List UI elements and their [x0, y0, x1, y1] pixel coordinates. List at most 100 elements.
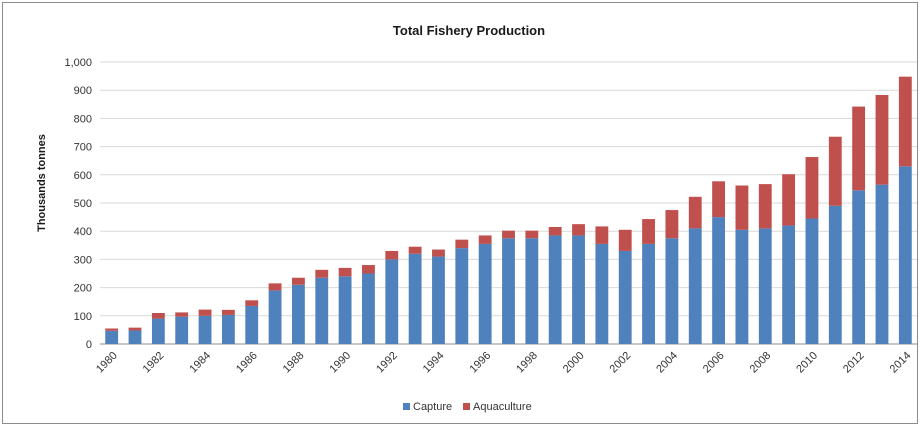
x-tick-label: 2004: [654, 350, 680, 376]
y-tick-label: 400: [74, 226, 92, 238]
y-tick-label: 1,000: [64, 57, 92, 69]
y-tick-label: 800: [74, 113, 92, 125]
bar-capture: [665, 238, 679, 344]
bar-capture: [105, 330, 119, 344]
x-tick-label: 2006: [701, 350, 727, 376]
bar-capture: [478, 243, 492, 344]
x-tick-label: 1998: [514, 350, 540, 376]
bar-aquaculture: [315, 269, 329, 278]
bar-capture: [408, 253, 422, 344]
x-tick-label: 1990: [327, 350, 353, 376]
x-tick-label: 2002: [608, 350, 634, 376]
bar-aquaculture: [642, 219, 655, 244]
x-tick-label: 2010: [794, 350, 820, 376]
bar-capture: [805, 218, 819, 344]
bars: [105, 76, 912, 344]
bar-capture: [362, 273, 375, 344]
bar-aquaculture: [105, 328, 119, 331]
bar-aquaculture: [898, 76, 912, 167]
bar-aquaculture: [478, 235, 492, 244]
bar-aquaculture: [455, 239, 469, 249]
bar-capture: [245, 305, 259, 344]
x-tick-label: 1980: [94, 350, 120, 376]
x-tick-label: 1982: [141, 350, 167, 376]
x-tick-label: 1984: [187, 350, 213, 376]
bar-capture: [548, 235, 562, 344]
y-tick-label: 500: [74, 198, 92, 210]
bar-aquaculture: [362, 265, 375, 274]
bar-capture: [338, 276, 352, 344]
bar-aquaculture: [828, 136, 842, 206]
bar-capture: [385, 259, 399, 344]
y-tick-label: 600: [74, 170, 92, 182]
bar-capture: [432, 256, 445, 344]
bar-capture: [525, 238, 539, 344]
x-tick-label: 1988: [281, 350, 307, 376]
bar-aquaculture: [268, 283, 282, 291]
bar-capture: [455, 248, 469, 344]
bar-aquaculture: [408, 246, 422, 254]
x-tick-label: 1992: [374, 350, 400, 376]
bar-aquaculture: [525, 230, 539, 239]
y-tick-labels: 0 100 200 300 400 500 600 700 800 900 1,000: [64, 57, 92, 351]
bar-capture: [502, 238, 515, 344]
bar-aquaculture: [548, 226, 562, 236]
bar-capture: [315, 277, 329, 344]
bar-aquaculture: [688, 196, 702, 229]
x-tick-label: 2000: [561, 350, 587, 376]
bar-capture: [175, 316, 189, 344]
bar-aquaculture: [758, 184, 772, 229]
legend-label-aquaculture: Aquaculture: [473, 401, 532, 413]
bar-aquaculture: [875, 94, 889, 185]
bar-capture: [898, 166, 912, 344]
bar-capture: [735, 229, 749, 344]
legend-label-capture: Capture: [413, 401, 452, 413]
bar-aquaculture: [805, 157, 819, 219]
x-tick-label: 2008: [748, 350, 774, 376]
y-tick-label: 0: [86, 339, 92, 351]
y-tick-label: 700: [74, 142, 92, 154]
bar-aquaculture: [151, 312, 165, 319]
bar-aquaculture: [385, 250, 399, 260]
bar-aquaculture: [782, 174, 796, 226]
bar-aquaculture: [572, 224, 585, 236]
bar-capture: [758, 228, 772, 344]
y-tick-label: 900: [74, 85, 92, 97]
bar-aquaculture: [245, 300, 259, 306]
bar-capture: [875, 184, 889, 344]
x-tick-label: 1986: [234, 350, 260, 376]
legend: Capture Aquaculture: [403, 401, 532, 413]
bar-aquaculture: [338, 267, 352, 277]
legend-swatch-aquaculture: [463, 403, 470, 410]
chart-title: Total Fishery Production: [393, 23, 545, 38]
y-tick-label: 200: [74, 283, 92, 295]
y-tick-label: 300: [74, 254, 92, 266]
bar-capture: [688, 228, 702, 344]
bar-aquaculture: [128, 327, 142, 331]
x-tick-label: 1996: [467, 350, 493, 376]
bar-capture: [828, 205, 842, 344]
bar-aquaculture: [175, 312, 189, 317]
bar-aquaculture: [712, 181, 726, 218]
bar-capture: [712, 217, 726, 344]
bar-capture: [268, 290, 282, 344]
bar-capture: [852, 190, 866, 344]
bar-aquaculture: [735, 185, 749, 230]
bar-capture: [642, 243, 655, 344]
bar-aquaculture: [198, 309, 212, 316]
bar-aquaculture: [852, 106, 866, 191]
bar-capture: [595, 243, 609, 344]
bar-capture: [221, 314, 235, 344]
bar-aquaculture: [618, 229, 632, 251]
legend-swatch-capture: [403, 403, 410, 410]
bar-capture: [128, 330, 142, 344]
bar-aquaculture: [595, 226, 609, 244]
bar-aquaculture: [665, 210, 679, 239]
y-axis-label: Thousands tonnes: [36, 134, 48, 232]
bar-aquaculture: [502, 230, 515, 239]
x-tick-label: 2014: [888, 350, 914, 376]
bar-capture: [572, 235, 585, 344]
bar-capture: [782, 225, 796, 344]
x-tick-label: 2012: [841, 350, 867, 376]
